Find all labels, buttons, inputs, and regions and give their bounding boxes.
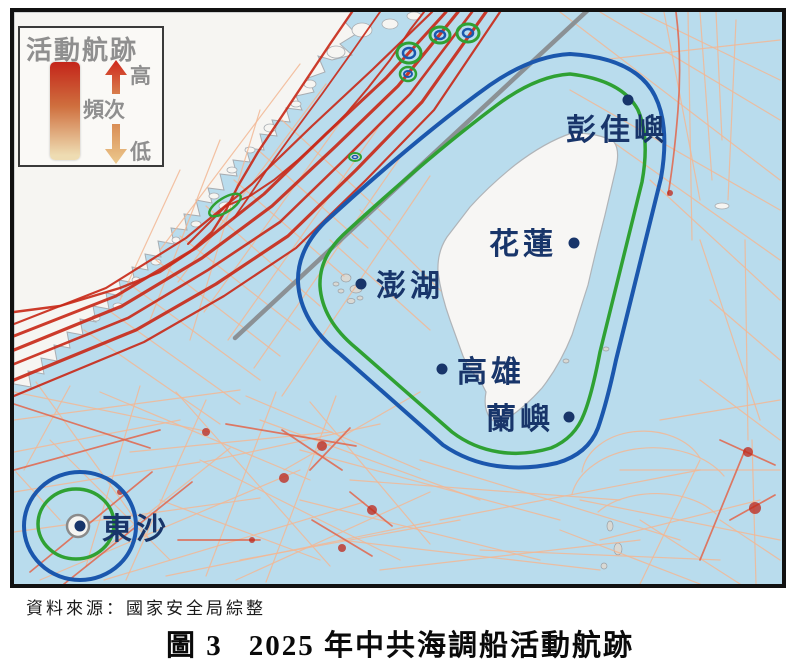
down-arrow-icon — [105, 124, 127, 164]
contour-outer-blue — [295, 52, 667, 470]
contour-inner-green — [318, 72, 647, 456]
place-dot-penghu — [355, 278, 367, 290]
ship-tracks-low — [14, 12, 781, 584]
place-label-kaohsiung: 高雄 — [457, 355, 525, 390]
place-label-hualien: 花蓮 — [489, 227, 557, 262]
place-dot-lanyu — [563, 411, 575, 423]
legend-gradient-bar — [50, 62, 80, 160]
legend: 活動航跡 高 頻次 低 — [18, 26, 164, 167]
legend-title: 活動航跡 — [26, 36, 139, 66]
place-label-dongsha: 東沙 — [102, 512, 170, 547]
figure-caption: 圖 3 2025 年中共海調船活動航跡 — [0, 622, 800, 664]
hotspot-rings — [208, 22, 481, 218]
source-note: 資料來源：國家安全局綜整 — [26, 599, 266, 618]
place-dot-kaohsiung — [436, 363, 448, 375]
legend-frequency-arrow-icon — [105, 60, 127, 164]
legend-high-label: 高 — [130, 63, 151, 88]
up-arrow-icon — [105, 60, 127, 100]
caption-title: 2025 年中共海調船活動航跡 — [248, 630, 635, 662]
caption-fig-number: 圖 3 — [165, 630, 223, 662]
place-dot-dongsha — [74, 520, 86, 532]
place-dot-hualien — [568, 237, 580, 249]
legend-low-label: 低 — [130, 139, 151, 164]
track-knots — [117, 190, 761, 552]
place-dots — [74, 94, 634, 532]
legend-freq-label: 頻次 — [82, 94, 126, 124]
ship-tracks-high — [14, 12, 502, 398]
place-label-pengjia: 彭佳嶼 — [566, 113, 668, 148]
place-label-penghu: 澎湖 — [376, 269, 444, 304]
taiwan-island — [437, 132, 619, 423]
place-dot-pengjia — [622, 94, 634, 106]
place-label-lanyu: 蘭嶼 — [486, 402, 554, 437]
